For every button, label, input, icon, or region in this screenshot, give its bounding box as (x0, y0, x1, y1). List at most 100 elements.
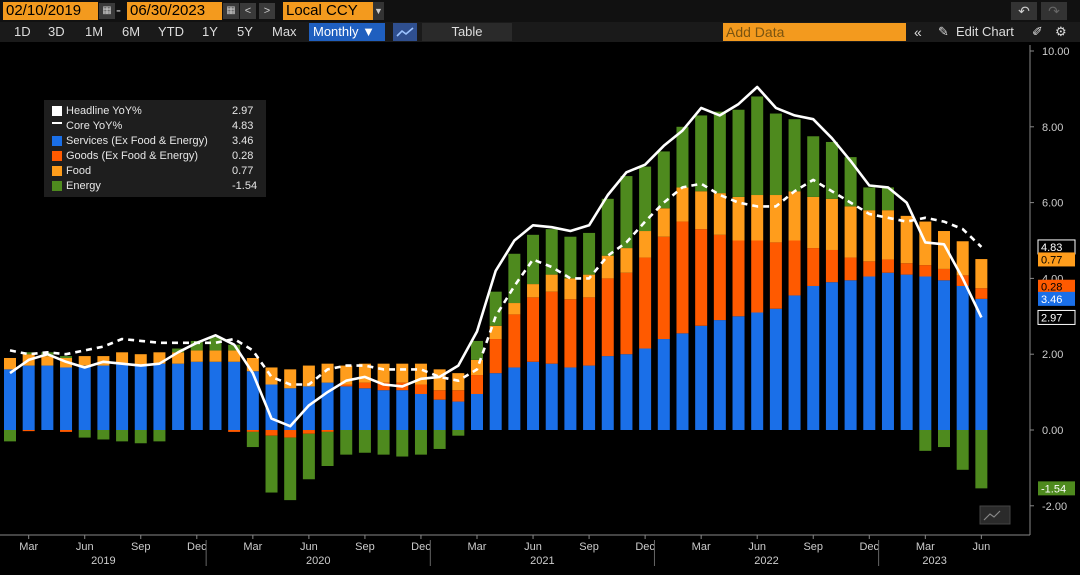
bar-segment (508, 303, 521, 315)
tab-1m[interactable]: 1M (85, 24, 104, 39)
year-label: 2023 (922, 555, 946, 567)
edit-chart-button[interactable]: Edit Chart (956, 24, 1014, 39)
bar-segment (564, 236, 577, 279)
bar-segment (284, 430, 297, 438)
redo-icon[interactable]: ↷ (1041, 2, 1067, 20)
bar-segment (620, 354, 633, 430)
bar-segment (452, 390, 465, 402)
bar-segment (396, 363, 409, 383)
x-tick-label: Jun (76, 541, 94, 553)
x-tick-label: Dec (635, 541, 655, 553)
x-tick-label: Jun (972, 541, 990, 553)
end-date-input[interactable]: 06/30/2023 (127, 2, 222, 20)
x-tick-label: Dec (187, 541, 207, 553)
bar-segment (41, 365, 54, 430)
bar-segment (172, 348, 185, 353)
bar-segment (22, 365, 35, 430)
prev-period-icon[interactable]: < (240, 3, 256, 19)
tab-ytd[interactable]: YTD (158, 24, 184, 39)
tab-max[interactable]: Max (272, 24, 297, 39)
end-label-box (1038, 279, 1075, 294)
collapse-icon[interactable]: « (914, 24, 922, 40)
tab-1y[interactable]: 1Y (202, 24, 218, 39)
bar-segment (302, 430, 315, 434)
end-label-food: 0.77 (1038, 252, 1075, 267)
legend-swatch (52, 106, 62, 116)
bar-segment (564, 367, 577, 430)
bar-segment (545, 363, 558, 430)
bar-segment (377, 363, 390, 383)
x-tick-label: Dec (411, 541, 431, 553)
bar-segment (769, 195, 782, 243)
bar-segment (695, 115, 708, 192)
bar-segment (732, 109, 745, 197)
bar-segment (60, 367, 73, 430)
line-chart-icon[interactable] (393, 23, 417, 41)
calendar-icon-end[interactable]: ▦ (223, 3, 239, 19)
bar-segment (676, 221, 689, 334)
pencil-icon[interactable]: ✎ (938, 24, 949, 39)
chevron-down-icon[interactable]: ▼ (373, 2, 384, 20)
x-tick-label: Mar (243, 541, 262, 553)
bar-segment (508, 314, 521, 368)
bar-segment (209, 350, 222, 362)
bar-segment (863, 210, 876, 262)
bar-segment (825, 141, 838, 199)
bar-segment (713, 111, 726, 194)
bar-segment (900, 263, 913, 275)
bar-segment (956, 285, 969, 430)
bar-segment (489, 291, 502, 326)
tab-1d[interactable]: 1D (14, 24, 31, 39)
bar-segment (583, 274, 596, 298)
bar-segment (807, 285, 820, 430)
bar-segment (396, 390, 409, 430)
edit-icon[interactable]: ✐ (1032, 24, 1043, 39)
start-date-input[interactable]: 02/10/2019 (3, 2, 98, 20)
bar-segment (676, 126, 689, 188)
calendar-icon[interactable]: ▦ (99, 3, 115, 19)
date-separator: - (116, 2, 121, 19)
headline-line (9, 85, 983, 428)
bar-segment (900, 274, 913, 430)
table-button[interactable]: Table (422, 23, 512, 41)
currency-select[interactable]: Local CCY (283, 2, 373, 20)
tab-6m[interactable]: 6M (122, 24, 141, 39)
legend-value: 0.77 (232, 165, 254, 177)
bar-segment (190, 350, 203, 362)
end-label-box (1038, 252, 1075, 267)
bar-segment (153, 352, 166, 364)
bar-segment (228, 344, 241, 351)
bar-segment (246, 431, 259, 448)
bar-segment (732, 240, 745, 317)
bar-segment (881, 210, 894, 260)
bar-segment (844, 280, 857, 430)
bar-segment (116, 352, 129, 364)
bar-segment (414, 430, 427, 455)
bar-segment (825, 282, 838, 430)
bar-segment (265, 430, 278, 436)
add-data-input[interactable]: Add Data (723, 23, 906, 41)
chevron-down-icon: ▼ (362, 24, 376, 39)
legend-label: Energy (66, 180, 101, 192)
legend-label: Food (66, 165, 92, 177)
x-tick-label: Sep (355, 541, 375, 553)
end-label-text: 4.83 (1041, 242, 1062, 254)
bar-segment (881, 272, 894, 430)
next-period-icon[interactable]: > (259, 3, 275, 19)
undo-icon[interactable]: ↶ (1011, 2, 1037, 20)
end-label-headline: 2.97 (1037, 309, 1076, 325)
bar-segment (844, 257, 857, 281)
gear-icon[interactable]: ⚙ (1055, 24, 1067, 39)
bar-segment (863, 187, 876, 211)
frequency-select[interactable]: Monthly ▼ (309, 23, 385, 41)
tab-5y[interactable]: 5Y (237, 24, 253, 39)
bar-segment (433, 430, 446, 449)
bar-segment (452, 430, 465, 436)
bar-segment (265, 367, 278, 385)
bar-segment (172, 363, 185, 430)
bar-segment (788, 240, 801, 296)
tab-3d[interactable]: 3D (48, 24, 65, 39)
legend-item-goods: Goods (Ex Food & Energy) 0.28 (52, 149, 262, 163)
legend-value: 0.28 (232, 150, 254, 162)
y-tick-label: 8.00 (1042, 122, 1063, 134)
